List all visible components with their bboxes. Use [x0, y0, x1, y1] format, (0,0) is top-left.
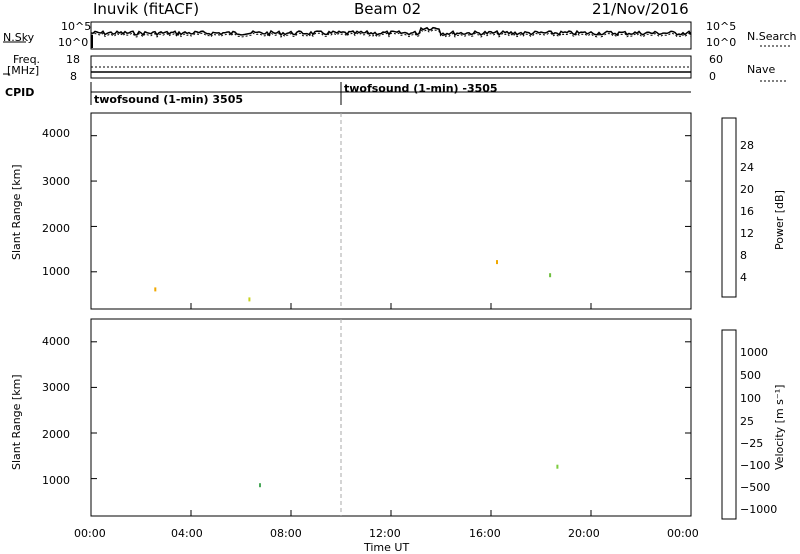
beam-title: Beam 02: [354, 0, 422, 18]
velocity-cb-tick-25: 25: [740, 415, 754, 428]
cpid-label: CPID: [5, 86, 35, 99]
velocity-cb-tick-500: 500: [740, 369, 761, 382]
freq-label: Freq.: [13, 53, 41, 66]
nsearch-tick-bottom: 10^0: [706, 36, 737, 49]
power-cb-tick-16: 16: [740, 205, 754, 218]
nave-tick-top: 60: [709, 53, 723, 66]
velocity-colorbar-frame: [721, 329, 737, 520]
nave-label: Nave: [747, 63, 776, 76]
nsearch-label: N.Search: [747, 30, 797, 43]
velocity-cell: [259, 483, 261, 488]
power-cb-tick-20: 20: [740, 183, 754, 196]
power-frame: [90, 112, 692, 310]
nsky-label: N.Sky: [3, 31, 35, 44]
power-ytick-2000: 2000: [42, 222, 70, 235]
power-cb-tick-8: 8: [740, 249, 747, 262]
nave-tick-bottom: 0: [709, 70, 716, 83]
freq-unit: [MHz]: [7, 64, 40, 77]
power-cell: [496, 260, 498, 265]
velocity-cb-tick-m100: −100: [740, 459, 771, 472]
xtick-1600: 16:00: [469, 527, 501, 540]
freq-tick-bottom: 8: [70, 70, 77, 83]
xtick-2000: 20:00: [568, 527, 600, 540]
station-title: Inuvik (fitACF): [93, 0, 200, 18]
velocity-ytick-3000: 3000: [42, 381, 70, 394]
cpid-segment-1: twofsound (1-min) 3505: [94, 93, 244, 106]
power-cell: [549, 273, 552, 278]
velocity-frame: [90, 318, 692, 517]
power-ytick-1000: 1000: [42, 265, 70, 278]
date-title: 21/Nov/2016: [592, 0, 689, 18]
xtick-0000a: 00:00: [74, 527, 106, 540]
xtick-0400: 04:00: [171, 527, 203, 540]
velocity-cb-tick-100: 100: [740, 392, 761, 405]
power-ytick-4000: 4000: [42, 127, 70, 140]
power-cb-tick-28: 28: [740, 139, 754, 152]
velocity-ytick-4000: 4000: [42, 335, 70, 348]
power-cb-tick-12: 12: [740, 227, 754, 240]
power-colorbar-frame: [721, 117, 737, 298]
xtick-1200: 12:00: [369, 527, 401, 540]
nsky-tick-top: 10^5: [61, 20, 92, 33]
xtick-0800: 08:00: [270, 527, 302, 540]
freq-tick-top: 18: [66, 53, 80, 66]
power-cb-tick-4: 4: [740, 271, 747, 284]
velocity-cb-tick-1000: 1000: [740, 346, 768, 359]
nsearch-trace: [90, 29, 692, 38]
velocity-cb-tick-m1000: −1000: [740, 503, 778, 516]
xlabel: Time UT: [364, 541, 410, 554]
nsky-trace: [90, 26, 692, 37]
velocity-cell: [556, 464, 559, 469]
velocity-ytick-1000: 1000: [42, 474, 70, 487]
velocity-cb-tick-m500: −500: [740, 481, 771, 494]
velocity-cb-tick-m25: −25: [740, 437, 764, 450]
nsearch-tick-top: 10^5: [706, 20, 737, 33]
power-cell: [154, 287, 157, 292]
velocity-ytick-2000: 2000: [42, 428, 70, 441]
xtick-0000b: 00:00: [667, 527, 699, 540]
power-ytick-3000: 3000: [42, 175, 70, 188]
power-cb-tick-24: 24: [740, 161, 754, 174]
nsky-tick-bottom: 10^0: [58, 36, 89, 49]
power-cell: [248, 297, 251, 302]
